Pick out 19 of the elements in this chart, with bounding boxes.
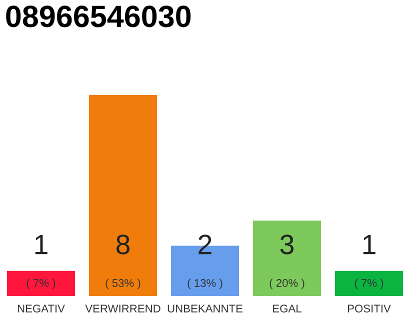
chart-title: 08966546030 [6, 6, 191, 28]
annotation: ( 7% ) [26, 278, 56, 290]
annotation: ( 7% ) [354, 278, 384, 290]
data-label: 1 [363, 234, 376, 254]
bar [252, 220, 322, 296]
x-tick-label: NEGATIV [18, 304, 65, 312]
x-tick-label: UNBEKANNTE [168, 304, 242, 312]
x-tick-label: POSITIV [348, 304, 391, 312]
bar [334, 270, 404, 296]
x-tick-label: VERWIRREND [85, 304, 160, 312]
x-tick-label: EGAL [273, 304, 302, 312]
data-label: 1 [35, 234, 48, 254]
annotation: ( 53% ) [106, 278, 140, 290]
data-label: 8 [116, 234, 130, 254]
bar [88, 95, 158, 296]
annotation: ( 13% ) [188, 278, 222, 290]
annotation: ( 20% ) [270, 278, 304, 290]
data-label: 3 [280, 234, 294, 254]
bar [6, 270, 76, 296]
